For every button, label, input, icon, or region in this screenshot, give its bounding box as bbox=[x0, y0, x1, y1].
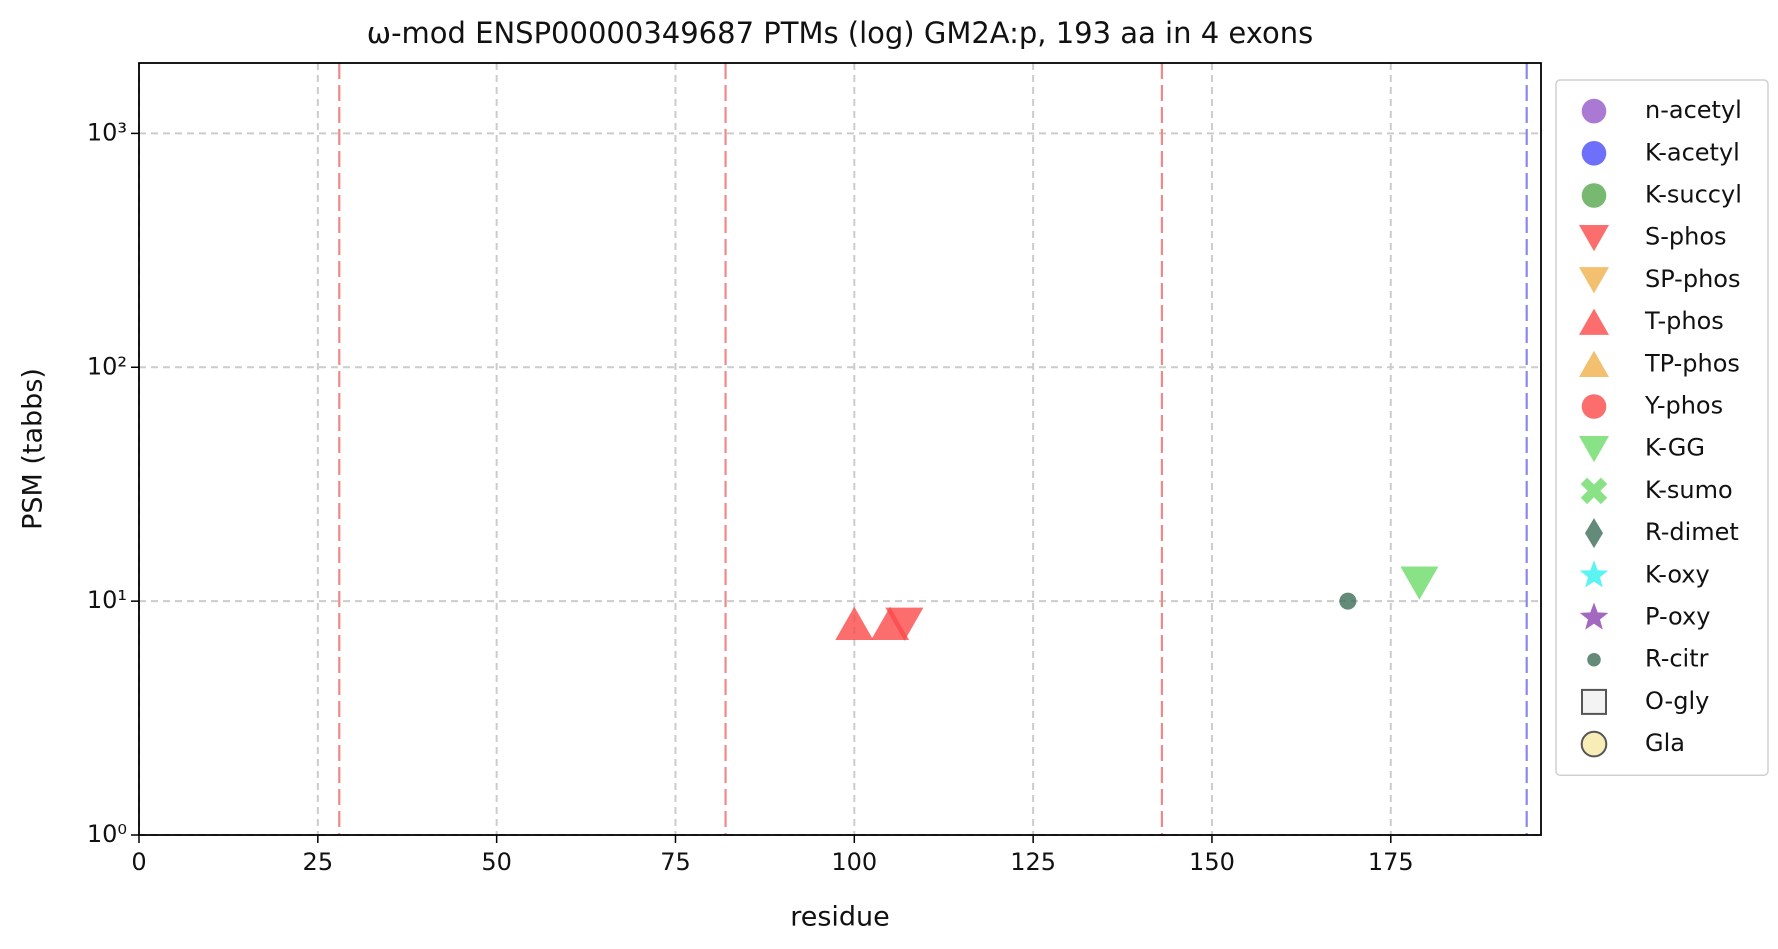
legend-label: R-citr bbox=[1645, 645, 1709, 673]
legend-marker bbox=[1579, 267, 1609, 294]
legend-label: R-dimet bbox=[1645, 518, 1739, 546]
legend-marker bbox=[1581, 688, 1607, 715]
legend-marker bbox=[1585, 518, 1603, 549]
legend-marker bbox=[1587, 652, 1601, 667]
y-axis-label: PSM (tabbs) bbox=[18, 368, 49, 530]
x-tick-label: 175 bbox=[1368, 848, 1414, 876]
legend-label: K-acetyl bbox=[1645, 138, 1740, 166]
legend-label: K-sumo bbox=[1645, 476, 1733, 504]
legend-label: T-phos bbox=[1644, 307, 1724, 335]
plot-frame bbox=[138, 62, 1542, 836]
legend-label: K-oxy bbox=[1645, 560, 1710, 588]
legend-label: P-oxy bbox=[1645, 603, 1710, 631]
legend-marker bbox=[1579, 350, 1609, 378]
legend-label: SP-phos bbox=[1645, 265, 1740, 293]
x-tick-label: 0 bbox=[131, 848, 146, 876]
y-tick-label: 10¹ bbox=[87, 586, 127, 614]
legend-label: Gla bbox=[1645, 729, 1685, 757]
legend-marker bbox=[1581, 98, 1607, 124]
legend-marker bbox=[1579, 224, 1609, 252]
x-tick-label: 25 bbox=[303, 848, 334, 876]
legend-marker bbox=[1579, 435, 1609, 463]
x-tick-label: 150 bbox=[1189, 848, 1235, 876]
legend-marker bbox=[1580, 477, 1608, 505]
data-point bbox=[871, 606, 910, 640]
data-point bbox=[1400, 566, 1439, 600]
legend-label: TP-phos bbox=[1644, 349, 1740, 377]
data-point bbox=[1339, 592, 1357, 610]
legend-marker bbox=[1579, 560, 1609, 588]
x-tick-label: 100 bbox=[831, 848, 877, 876]
legend-box bbox=[1555, 79, 1769, 776]
legend-marker bbox=[1580, 730, 1608, 758]
legend-marker bbox=[1579, 308, 1609, 335]
legend-marker bbox=[1581, 394, 1607, 419]
legend-marker bbox=[1579, 602, 1609, 630]
legend-marker bbox=[1581, 183, 1607, 208]
x-axis-label: residue bbox=[790, 902, 890, 933]
legend-marker bbox=[1581, 141, 1607, 166]
x-tick-label: 75 bbox=[660, 848, 691, 876]
legend-label: O-gly bbox=[1645, 687, 1709, 715]
legend-label: Y-phos bbox=[1644, 392, 1723, 420]
legend-label: K-succyl bbox=[1645, 181, 1742, 209]
y-tick-label: 10³ bbox=[87, 118, 127, 146]
x-tick-label: 125 bbox=[1010, 848, 1056, 876]
chart-title: ω-mod ENSP00000349687 PTMs (log) GM2A:p,… bbox=[367, 16, 1313, 50]
y-tick-label: 10⁰ bbox=[87, 820, 127, 848]
legend-label: S-phos bbox=[1645, 223, 1727, 251]
legend-label: n-acetyl bbox=[1645, 96, 1742, 124]
y-tick-label: 10² bbox=[87, 352, 127, 380]
legend-label: K-GG bbox=[1645, 434, 1705, 462]
x-tick-label: 50 bbox=[481, 848, 512, 876]
data-point bbox=[835, 606, 874, 640]
